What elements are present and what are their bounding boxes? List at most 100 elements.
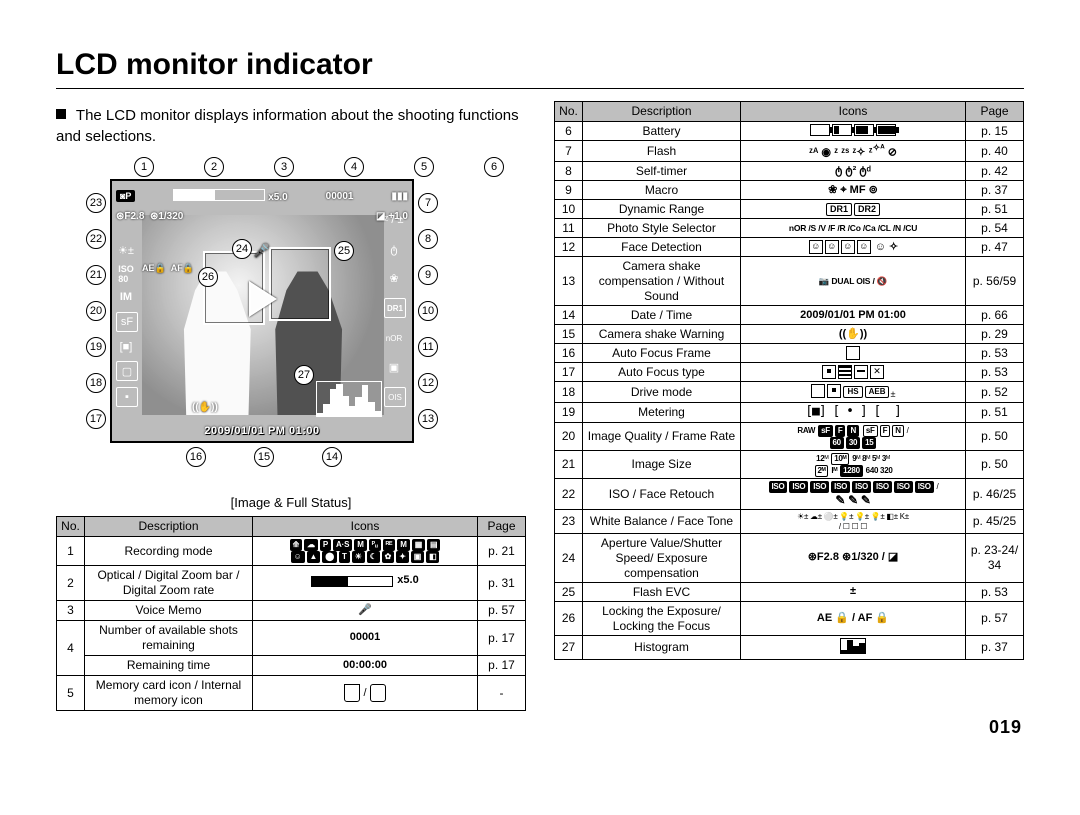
cell-desc: Face Detection [583, 238, 741, 257]
lcd-shots: 00001 [326, 191, 354, 202]
face-frame-2 [269, 247, 331, 321]
cell-desc: Battery [583, 122, 741, 141]
cell-no: 1 [57, 537, 85, 566]
cell-icons: x5.0 [253, 566, 478, 601]
cell-icons: ❀ ⌖ MF ⊚ [741, 181, 966, 200]
cell-page: p. 47 [966, 238, 1024, 257]
page-number: 019 [56, 717, 1024, 738]
cell-page: p. 54 [966, 219, 1024, 238]
indicator-table-right: No. Description Icons Page 6Batteryp. 15… [554, 101, 1024, 660]
cell-icons: HSAEB± [741, 382, 966, 403]
cell-no: 13 [555, 257, 583, 306]
cell-icons: ((✋)) [741, 325, 966, 344]
macro-icon: ❀ [384, 269, 404, 287]
callout-18: 18 [86, 373, 106, 393]
page-title: LCD monitor indicator [56, 48, 1024, 89]
table-row: 11Photo Style SelectornOR /S /V /F /R /C… [555, 219, 1024, 238]
callout-7: 7 [418, 193, 438, 213]
table-row: 1 Recording mode ⟰☁PA·SMᴾᵤᴿᴱM▦▤ ☺▲⬤T☀☾✿✦… [57, 537, 526, 566]
table-row: 23White Balance / Face Tone☀± ☁± ⚪± 💡± 💡… [555, 510, 1024, 534]
cell-page: p. 42 [966, 162, 1024, 181]
table-row: Remaining time 00:00:00 p. 17 [57, 656, 526, 676]
cell-no: 21 [555, 451, 583, 479]
cell-page: p. 50 [966, 451, 1024, 479]
cell-no: 20 [555, 423, 583, 451]
cell-icons: ტ ტ² ტᵈ [741, 162, 966, 181]
cell-icons [741, 636, 966, 660]
cell-icons: / [253, 676, 478, 711]
callout-8: 8 [418, 229, 438, 249]
callout-4: 4 [344, 157, 364, 177]
cell-page: p. 51 [966, 402, 1024, 422]
callout-17: 17 [86, 409, 106, 429]
callout-14: 14 [322, 447, 342, 467]
lcd-left-icons: ☀± ISO80 IM sF [■] ▢ ▪ [116, 241, 138, 407]
cell-no: 6 [555, 122, 583, 141]
battery-icon: ▮▮▮ [391, 191, 408, 202]
th-desc: Description [583, 102, 741, 122]
cell-icons: ISOISOISOISOISOISOISOISO /✎ ✎ ✎ [741, 479, 966, 510]
callout-27: 27 [294, 365, 314, 385]
cell-page: p. 53 [966, 344, 1024, 363]
table-row: 15Camera shake Warning((✋))p. 29 [555, 325, 1024, 344]
wb-icon: ☀± [116, 241, 136, 259]
cell-desc: Drive mode [583, 382, 741, 403]
callout-26: 26 [198, 267, 218, 287]
callout-20: 20 [86, 301, 106, 321]
callout-24: 24 [232, 239, 252, 259]
cell-page: p. 51 [966, 200, 1024, 219]
cell-no: 8 [555, 162, 583, 181]
cell-no: 25 [555, 583, 583, 602]
cell-desc: Histogram [583, 636, 741, 660]
fig-right-callouts: 7 8 9 10 11 12 13 [418, 179, 438, 443]
internal-mem-icon [370, 684, 386, 702]
cell-page: p. 40 [966, 141, 1024, 162]
cell-desc: ISO / Face Retouch [583, 479, 741, 510]
cell-desc: Memory card icon / Internal memory icon [85, 676, 253, 711]
cell-no: 7 [555, 141, 583, 162]
indicator-table-left: No. Description Icons Page 1 Recording m… [56, 516, 526, 711]
callout-6: 6 [484, 157, 504, 177]
sd-card-icon [344, 684, 360, 702]
flash-icon: ᶻ / ± [384, 211, 404, 229]
cell-desc: Remaining time [85, 656, 253, 676]
table-row: 6Batteryp. 15 [555, 122, 1024, 141]
cell-desc: Voice Memo [85, 601, 253, 621]
cell-page: p. 57 [478, 601, 526, 621]
cell-page: p. 46/25 [966, 479, 1024, 510]
facedet-icon: ▣ [384, 358, 404, 376]
cell-desc: Optical / Digital Zoom bar / Digital Zoo… [85, 566, 253, 601]
af-type-icon: ▪ [116, 387, 138, 407]
callout-11: 11 [418, 337, 438, 357]
play-icon [249, 281, 277, 317]
cell-page: p. 57 [966, 602, 1024, 636]
cell-icons: 00:00:00 [253, 656, 478, 676]
cell-desc: White Balance / Face Tone [583, 510, 741, 534]
page-root: LCD monitor indicator The LCD monitor di… [0, 0, 1080, 815]
shake-warn-icon: ((✋)) [192, 402, 218, 413]
cell-page: p. 23-24/ 34 [966, 534, 1024, 583]
cell-page: p. 53 [966, 583, 1024, 602]
callout-23: 23 [86, 193, 106, 213]
callout-21: 21 [86, 265, 106, 285]
cell-no: 18 [555, 382, 583, 403]
table-row: 3 Voice Memo 🎤 p. 57 [57, 601, 526, 621]
cell-no: 10 [555, 200, 583, 219]
callout-1: 1 [134, 157, 154, 177]
cell-no: 17 [555, 363, 583, 382]
cell-icons: ⟰☁PA·SMᴾᵤᴿᴱM▦▤ ☺▲⬤T☀☾✿✦▣◧ [253, 537, 478, 566]
cell-icons: ☺☺☺☺ ☺ ✧ [741, 238, 966, 257]
cell-icons: ± [741, 583, 966, 602]
cell-desc: Auto Focus Frame [583, 344, 741, 363]
cell-desc: Image Size [583, 451, 741, 479]
cell-icons [741, 363, 966, 382]
cell-icons: 12ᴹ 10ᴹ 9ᴹ 8ᴹ 5ᴹ 3ᴹ2ᴹ Iᴹ 1280 640 320 [741, 451, 966, 479]
callout-25: 25 [334, 241, 354, 261]
cell-no: 16 [555, 344, 583, 363]
cell-no: 27 [555, 636, 583, 660]
cell-no: 3 [57, 601, 85, 621]
table-row: 2 Optical / Digital Zoom bar / Digital Z… [57, 566, 526, 601]
table-row: 24Aperture Value/Shutter Speed/ Exposure… [555, 534, 1024, 583]
voice-memo-icon: 🎤 [254, 243, 270, 259]
cell-desc: Locking the Exposure/ Locking the Focus [583, 602, 741, 636]
